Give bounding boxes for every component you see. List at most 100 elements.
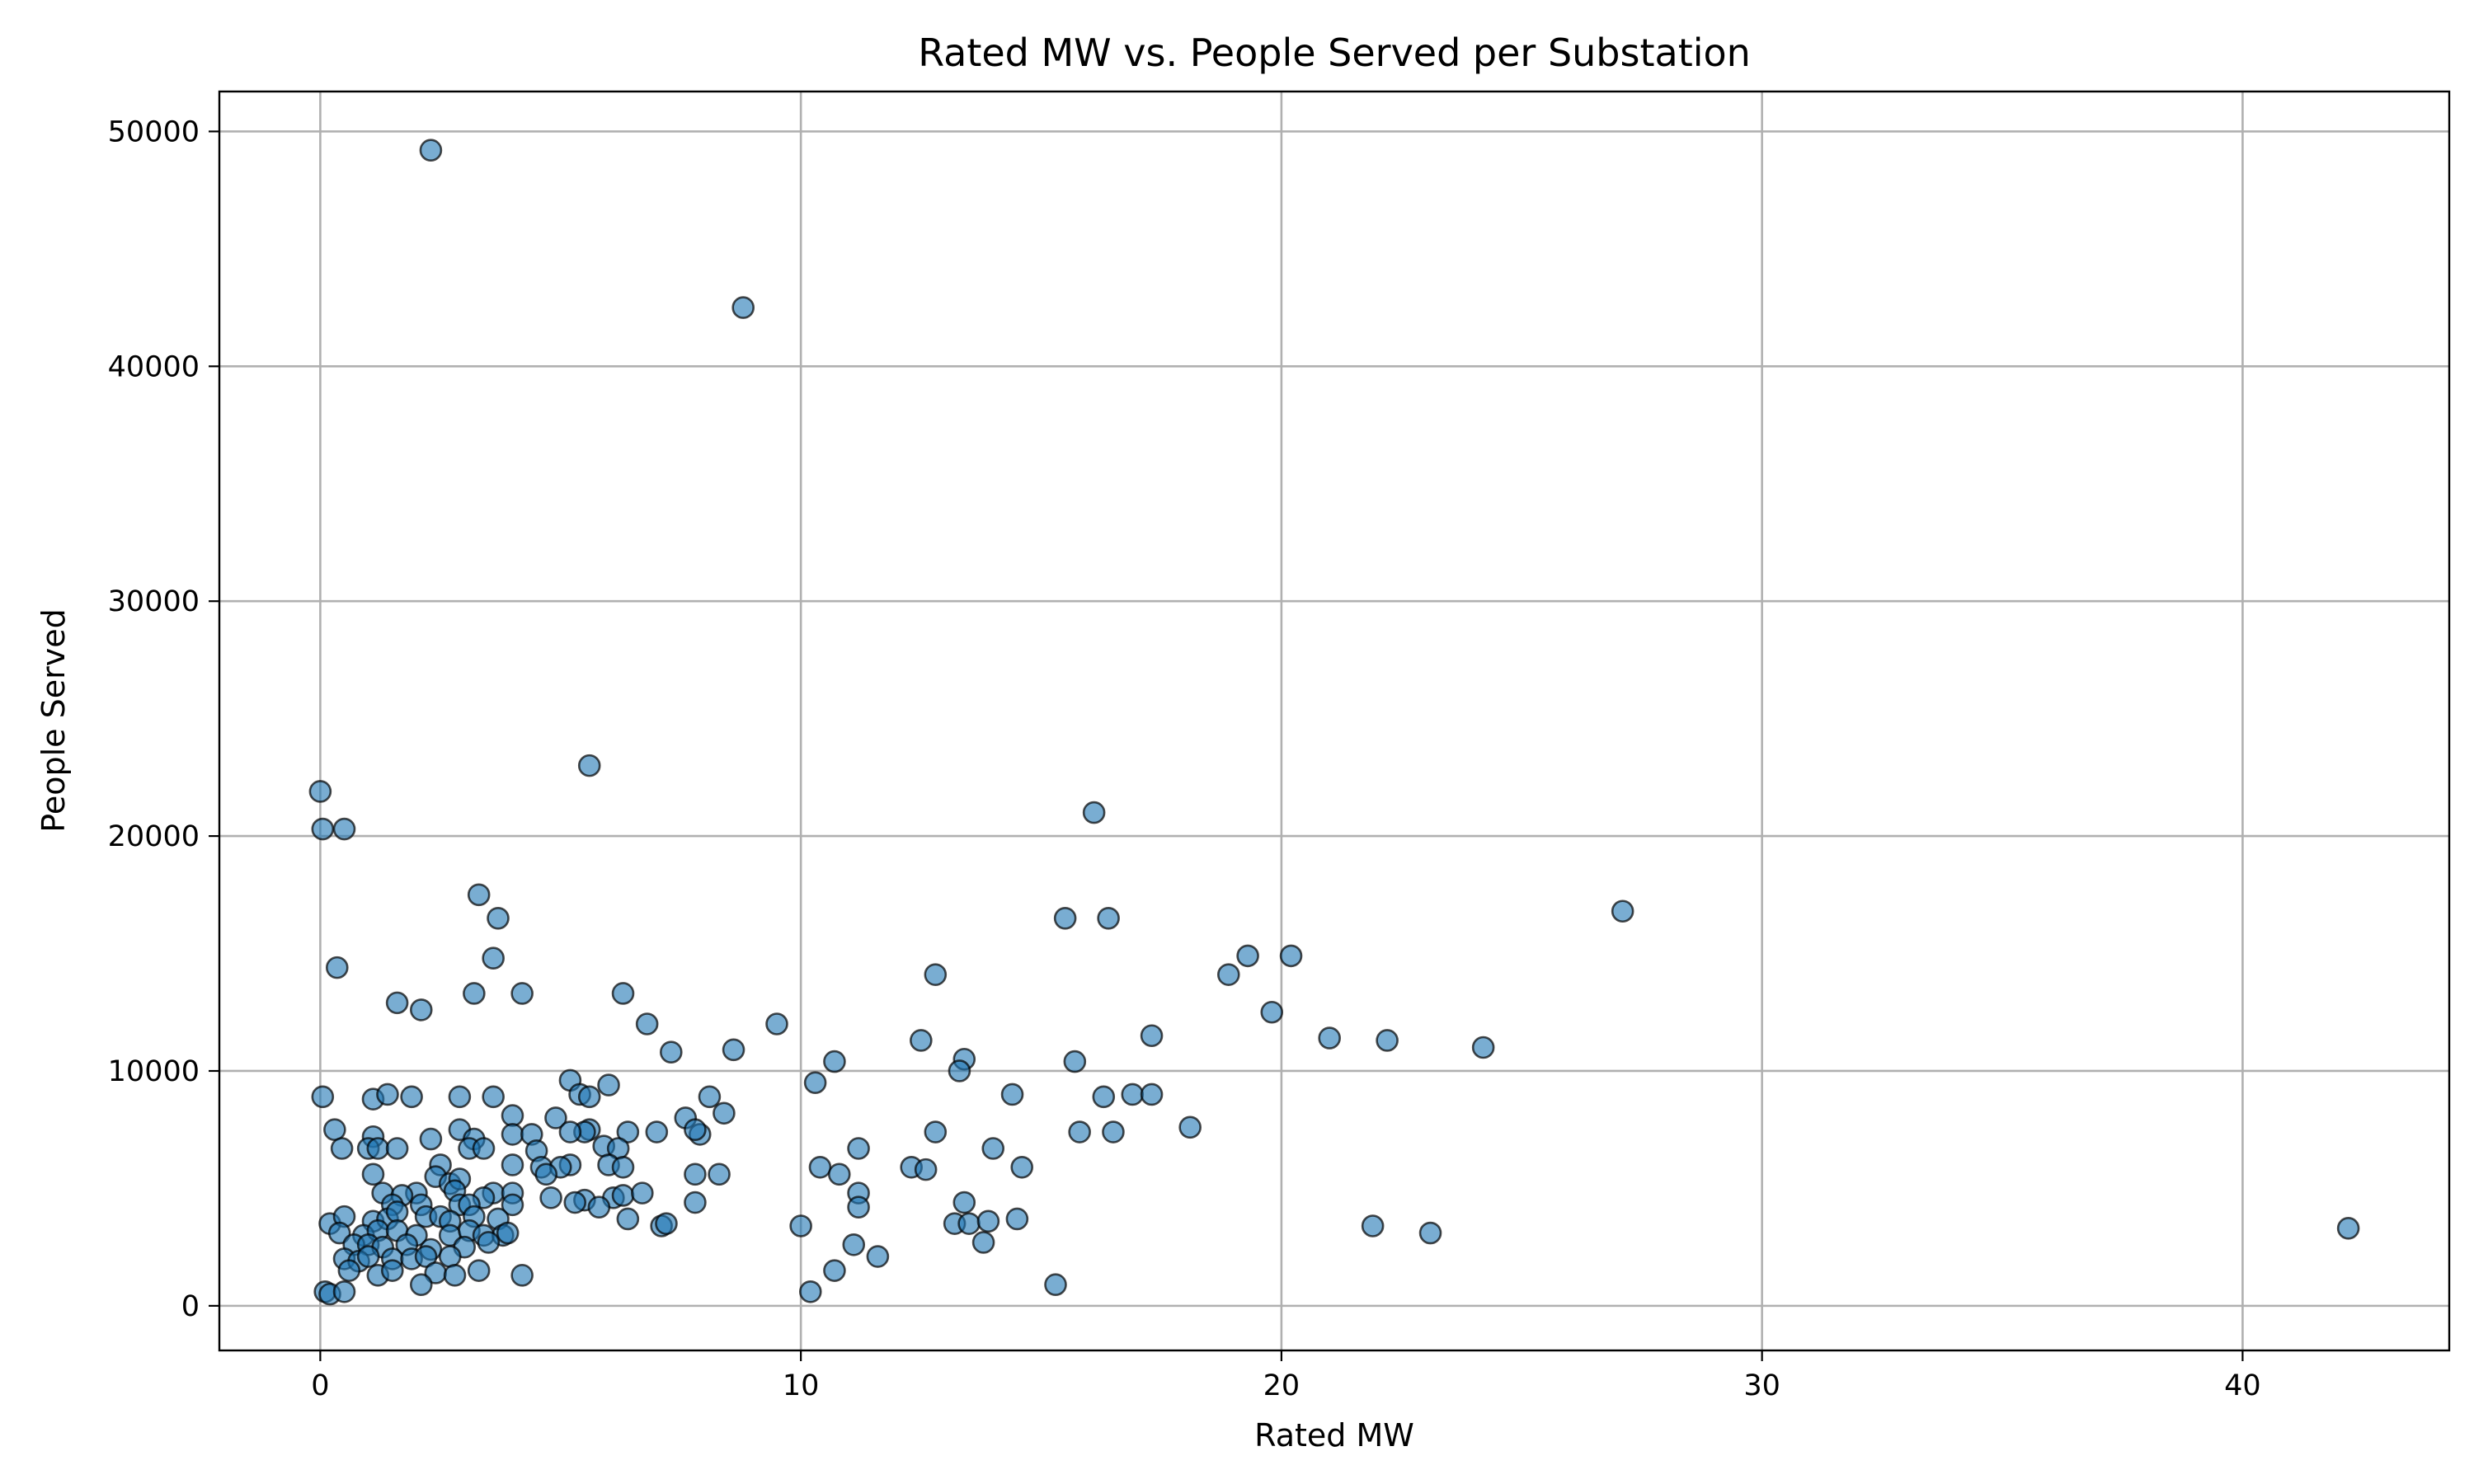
data-point bbox=[376, 1082, 399, 1106]
data-point bbox=[361, 1162, 385, 1186]
data-point bbox=[765, 1012, 788, 1036]
data-point bbox=[414, 1245, 438, 1268]
data-point bbox=[577, 1085, 601, 1109]
data-point bbox=[659, 1040, 683, 1064]
chart-title: Rated MW vs. People Served per Substatio… bbox=[918, 31, 1751, 75]
ticks: 0 10 20 30 40 0 10000 20000 30000 40000 50000 bbox=[108, 115, 2261, 1402]
y-tick-label: 0 bbox=[181, 1290, 200, 1323]
data-point bbox=[1102, 1120, 1125, 1144]
data-point bbox=[308, 780, 332, 803]
data-point bbox=[477, 1231, 501, 1254]
data-point bbox=[467, 883, 491, 907]
data-point bbox=[510, 982, 534, 1005]
x-tick-label: 30 bbox=[1743, 1369, 1780, 1402]
data-point bbox=[1361, 1214, 1385, 1237]
data-point bbox=[611, 982, 635, 1005]
data-point bbox=[1318, 1026, 1341, 1050]
data-point bbox=[385, 1200, 409, 1223]
plot-frame bbox=[218, 90, 2451, 1352]
data-point bbox=[419, 139, 443, 162]
y-tick-label: 30000 bbox=[108, 585, 200, 618]
data-point bbox=[2336, 1217, 2360, 1240]
y-tick-label: 40000 bbox=[108, 350, 200, 383]
data-point bbox=[544, 1106, 567, 1129]
data-point bbox=[684, 1118, 707, 1142]
data-point bbox=[655, 1212, 678, 1235]
data-point bbox=[698, 1085, 722, 1109]
y-tick-label: 50000 bbox=[108, 115, 200, 148]
data-point bbox=[467, 1259, 491, 1282]
data-point bbox=[1178, 1115, 1202, 1139]
data-point bbox=[798, 1280, 822, 1303]
data-points bbox=[308, 139, 2360, 1306]
data-point bbox=[332, 1280, 356, 1303]
data-point bbox=[823, 1050, 846, 1073]
data-point bbox=[1068, 1120, 1091, 1144]
data-point bbox=[482, 1085, 505, 1109]
data-point bbox=[684, 1190, 707, 1214]
x-tick-label: 0 bbox=[311, 1369, 329, 1402]
y-tick-label: 10000 bbox=[108, 1055, 200, 1088]
data-point bbox=[803, 1071, 827, 1095]
data-point bbox=[587, 1195, 611, 1219]
data-point bbox=[866, 1245, 890, 1268]
data-point bbox=[563, 1190, 587, 1214]
data-point bbox=[722, 1038, 745, 1062]
data-point bbox=[611, 1184, 635, 1207]
data-point bbox=[1376, 1029, 1399, 1052]
data-point bbox=[577, 754, 601, 777]
data-point bbox=[1097, 907, 1120, 930]
data-point bbox=[808, 1155, 832, 1179]
data-point bbox=[645, 1120, 669, 1144]
data-point bbox=[847, 1137, 870, 1160]
data-point bbox=[1140, 1082, 1164, 1106]
data-point bbox=[366, 1137, 390, 1160]
data-point bbox=[385, 1137, 409, 1160]
data-point bbox=[1216, 963, 1240, 986]
data-point bbox=[438, 1245, 462, 1268]
data-point bbox=[332, 817, 356, 841]
data-point bbox=[684, 1162, 707, 1186]
data-point bbox=[443, 1264, 467, 1287]
data-point bbox=[311, 1085, 335, 1109]
data-point bbox=[948, 1059, 971, 1082]
data-point bbox=[385, 991, 409, 1015]
data-point bbox=[409, 1273, 433, 1297]
data-point bbox=[1000, 1082, 1024, 1106]
data-point bbox=[1236, 944, 1259, 968]
data-point bbox=[487, 907, 510, 930]
data-point bbox=[789, 1214, 812, 1237]
data-point bbox=[400, 1085, 423, 1109]
data-point bbox=[501, 1104, 524, 1127]
data-point bbox=[1279, 944, 1303, 968]
data-point bbox=[539, 1186, 562, 1209]
data-point bbox=[823, 1259, 846, 1282]
data-point bbox=[501, 1123, 524, 1146]
data-point bbox=[472, 1137, 496, 1160]
data-point bbox=[952, 1190, 976, 1214]
data-point bbox=[914, 1158, 938, 1181]
data-point bbox=[501, 1193, 524, 1217]
data-point bbox=[1010, 1155, 1034, 1179]
data-point bbox=[731, 296, 755, 319]
data-point bbox=[635, 1012, 659, 1036]
data-point bbox=[1092, 1085, 1116, 1109]
x-axis-label: Rated MW bbox=[1254, 1417, 1414, 1453]
data-point bbox=[981, 1137, 1005, 1160]
data-point bbox=[330, 1137, 354, 1160]
data-point bbox=[616, 1207, 640, 1231]
data-point bbox=[510, 1264, 534, 1287]
data-point bbox=[924, 1120, 948, 1144]
data-point bbox=[482, 946, 505, 970]
data-point bbox=[311, 817, 335, 841]
data-point bbox=[827, 1162, 851, 1186]
data-point bbox=[1140, 1024, 1164, 1048]
data-point bbox=[713, 1101, 736, 1125]
data-point bbox=[631, 1181, 654, 1205]
x-tick-label: 20 bbox=[1263, 1369, 1300, 1402]
data-point bbox=[597, 1073, 620, 1097]
data-point bbox=[847, 1195, 870, 1219]
data-point bbox=[1611, 899, 1634, 923]
